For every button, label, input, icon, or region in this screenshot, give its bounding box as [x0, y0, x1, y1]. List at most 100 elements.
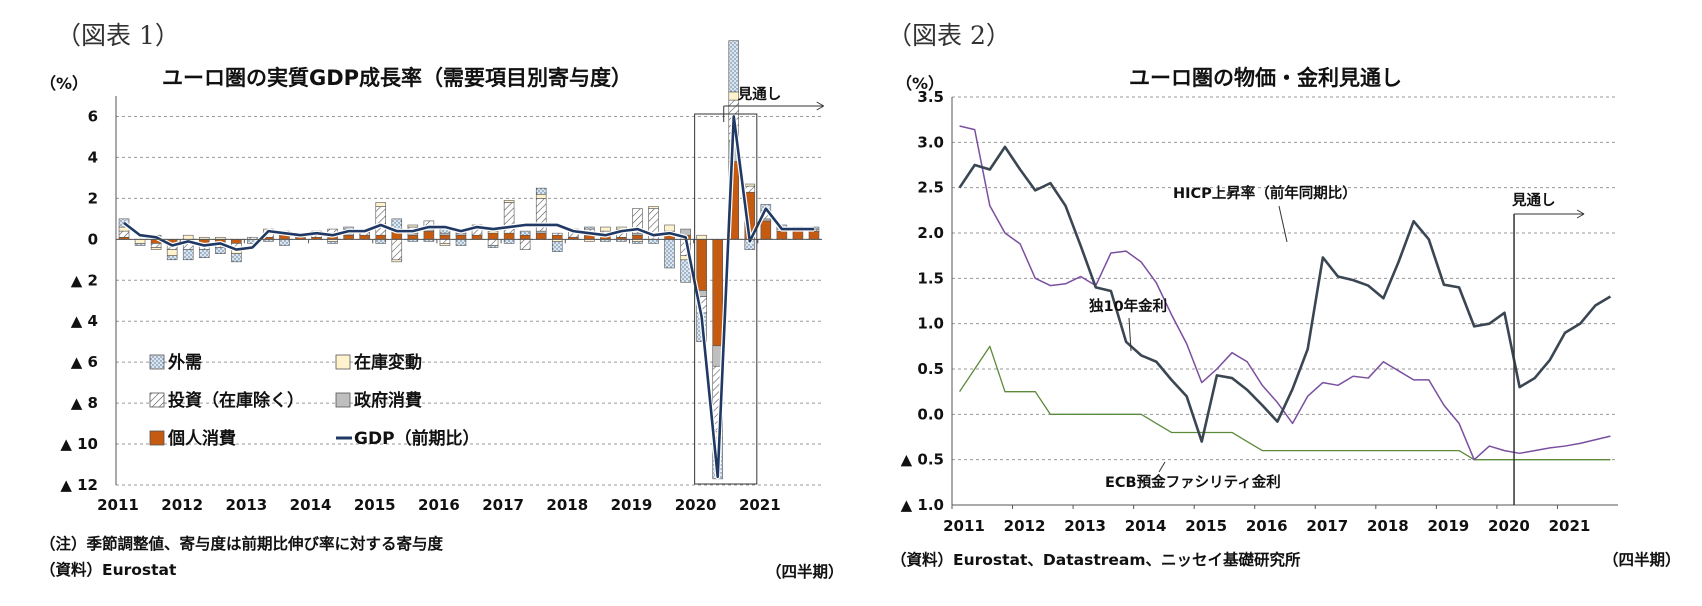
bar — [600, 226, 611, 232]
bar — [712, 239, 723, 347]
figure1-panel: （図表 1） ユーロ圏の実質GDP成長率（需要項目別寄与度） （%） 6 4 2 0 ▲… — [40, 21, 844, 581]
x-tick-label: 2020 — [675, 496, 717, 514]
x-tick-label: 2015 — [1185, 517, 1227, 535]
bar — [375, 234, 387, 240]
forecast-arrow-head — [816, 101, 824, 111]
legend-swatch — [335, 392, 351, 408]
bar — [118, 230, 130, 238]
x-tick-label: 2017 — [482, 496, 524, 514]
bar — [231, 253, 242, 263]
x-tick-label: 2020 — [1488, 517, 1530, 535]
bar — [343, 234, 354, 240]
bar — [455, 239, 467, 246]
bar — [808, 230, 820, 240]
bar — [792, 230, 804, 240]
bar — [423, 230, 435, 240]
y-tick-label: 2 — [88, 189, 98, 207]
series-line — [959, 345, 1611, 461]
x-tick-label: 2016 — [418, 496, 460, 514]
series-line — [958, 145, 1612, 443]
x-tick-label: 2021 — [1549, 517, 1591, 535]
legend-label: 在庫変動 — [354, 352, 422, 373]
bar — [375, 239, 387, 244]
figure1-source: （資料）Eurostat — [40, 561, 177, 579]
bar — [728, 40, 740, 93]
series-label-pointer — [1128, 317, 1132, 352]
y-tick-label: ▲ 0.5 — [901, 451, 944, 469]
forecast-label: 見通し — [737, 86, 782, 103]
bar — [359, 234, 370, 240]
figure1-period: （四半期） — [766, 563, 844, 581]
bar — [519, 234, 531, 240]
figure2-unit-label: （%） — [896, 74, 945, 93]
bar — [439, 232, 451, 236]
x-tick-label: 2018 — [1367, 517, 1409, 535]
bar — [503, 200, 515, 203]
figure1-chart: 6 4 2 0 ▲ 2 ▲ 4 ▲ 6 ▲ 8 ▲ 10 ▲ 12 2011 2012 2013 2014… — [60, 40, 824, 514]
y-tick-label: ▲ 6 — [71, 353, 98, 371]
bar — [519, 230, 531, 236]
gdp-line — [123, 115, 814, 479]
bar — [664, 239, 675, 269]
series-label: ECB預金ファシリティ金利 — [1105, 473, 1281, 491]
series-label: HICP上昇率（前年同期比） — [1173, 184, 1357, 202]
figure1-unit-label: （%） — [40, 74, 89, 93]
figure2-chart-title: ユーロ圏の物価・金利見通し — [1129, 66, 1402, 90]
y-tick-label: ▲ 12 — [60, 476, 98, 494]
series-line — [959, 125, 1611, 461]
bar — [182, 249, 194, 261]
x-tick-label: 2017 — [1306, 517, 1348, 535]
bar — [407, 234, 419, 240]
bar — [551, 232, 563, 236]
bar — [776, 230, 788, 240]
bar — [535, 232, 547, 240]
y-tick-label: 1.0 — [917, 315, 944, 333]
y-tick-label: ▲ 1.0 — [901, 496, 944, 514]
bar — [696, 239, 707, 291]
y-tick-label: 4 — [88, 148, 98, 166]
legend-swatch — [335, 354, 351, 370]
bar — [503, 239, 515, 244]
bar — [632, 241, 643, 244]
bar — [150, 243, 162, 248]
series-label-pointer — [1158, 461, 1166, 473]
bar — [327, 241, 338, 244]
legend-swatch — [149, 430, 165, 446]
bar — [519, 239, 531, 250]
x-tick-label: 2011 — [943, 517, 985, 535]
bar — [744, 185, 756, 193]
x-tick-label: 2013 — [225, 496, 267, 514]
bar — [215, 247, 226, 254]
figure2-chart: 3.5 3.0 2.5 2.0 1.5 1.0 0.5 0.0 ▲ 0.5 ▲ 1.0 2011 20… — [901, 88, 1618, 535]
bar — [439, 243, 451, 246]
bar — [150, 247, 162, 250]
bar — [632, 208, 643, 234]
y-tick-label: 6 — [88, 107, 98, 125]
x-tick-label: 2019 — [1427, 517, 1469, 535]
figure1-label: （図表 1） — [56, 21, 180, 50]
y-tick-label: 1.5 — [917, 269, 944, 287]
x-tick-label: 2011 — [97, 496, 139, 514]
bar — [487, 232, 499, 240]
x-tick-label: 2012 — [1004, 517, 1046, 535]
legend-label: 個人消費 — [167, 428, 236, 449]
bar — [551, 234, 563, 240]
bar — [439, 234, 451, 240]
bar — [648, 206, 659, 209]
series-label: 独10年金利 — [1089, 297, 1167, 315]
figure1-note: （注）季節調整値、寄与度は前期比伸び率に対する寄与度 — [40, 535, 444, 553]
y-tick-label: ▲ 10 — [60, 435, 98, 453]
figure2-period: （四半期） — [1603, 551, 1681, 569]
x-tick-label: 2014 — [290, 496, 332, 514]
y-tick-label: ▲ 4 — [71, 312, 98, 330]
bar — [744, 183, 756, 187]
bar — [407, 224, 419, 228]
y-tick-label: 2.0 — [917, 224, 944, 242]
bar — [134, 239, 146, 244]
x-tick-label: 2018 — [546, 496, 588, 514]
bar — [696, 234, 707, 240]
bar — [487, 245, 499, 248]
y-tick-label: ▲ 8 — [71, 394, 98, 412]
bar — [166, 255, 178, 261]
bar — [375, 206, 387, 236]
